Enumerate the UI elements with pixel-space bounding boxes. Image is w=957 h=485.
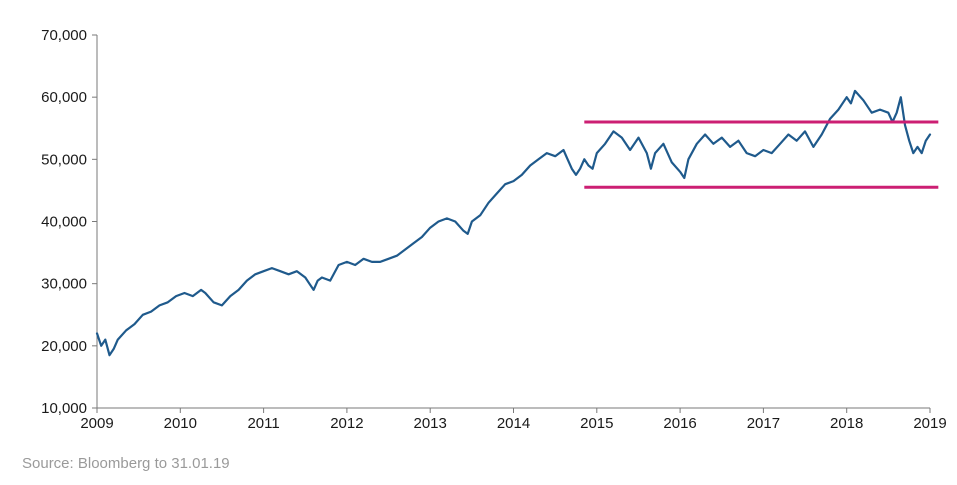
x-tick-label: 2013 — [414, 415, 447, 432]
x-tick-label: 2018 — [830, 415, 863, 432]
tick-labels: 10,000 20,000 30,000 40,000 50,000 60,000 70,0… — [41, 27, 947, 432]
x-tick-label: 2010 — [164, 415, 197, 432]
x-tick-label: 2014 — [497, 415, 530, 432]
y-tick-label: 70,000 — [41, 27, 87, 44]
x-tick-label: 2011 — [247, 415, 279, 432]
x-tick-label: 2017 — [747, 415, 780, 432]
y-tick-label: 30,000 — [41, 276, 87, 293]
axes — [92, 34, 931, 413]
source-note: Source: Bloomberg to 31.01.19 — [22, 455, 230, 472]
x-tick-label: 2019 — [913, 415, 946, 432]
x-tick-label: 2015 — [580, 415, 613, 432]
x-tick-label: 2009 — [80, 415, 113, 432]
y-tick-label: 40,000 — [41, 214, 87, 231]
x-tick-label: 2016 — [663, 415, 696, 432]
reference-lines — [584, 120, 939, 189]
y-tick-label: 10,000 — [41, 400, 87, 417]
series-line — [95, 89, 932, 357]
y-tick-label: 50,000 — [41, 151, 87, 168]
x-tick-label: 2012 — [330, 415, 363, 432]
y-tick-label: 60,000 — [41, 89, 87, 106]
series-layer — [95, 89, 932, 357]
y-tick-label: 20,000 — [41, 338, 87, 355]
